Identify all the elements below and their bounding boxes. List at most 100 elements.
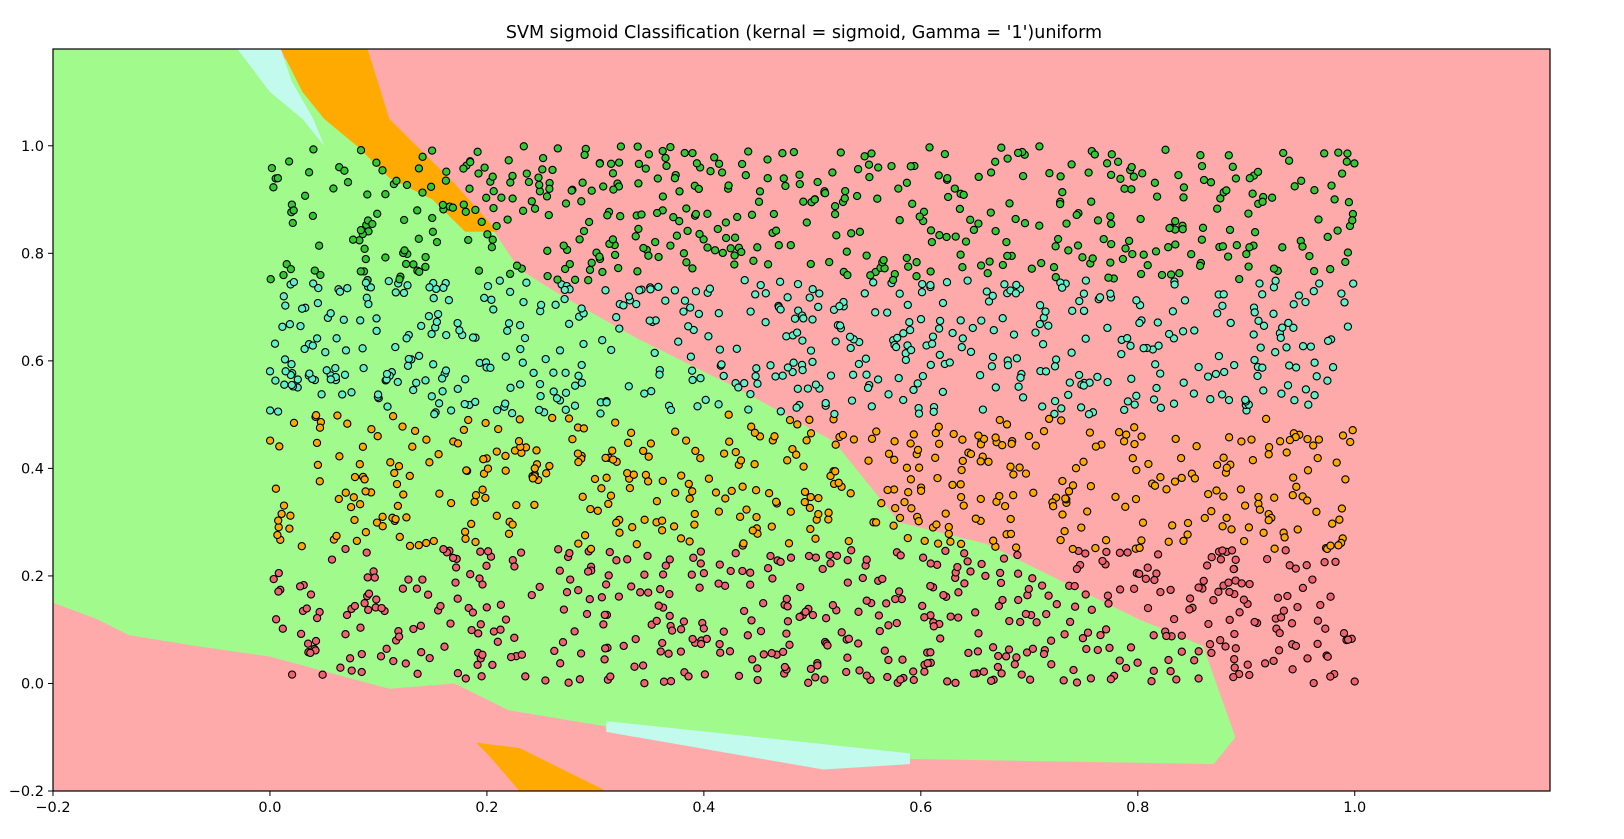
point-cyan: [752, 364, 761, 373]
point-green: [934, 171, 943, 180]
point-red: [527, 590, 536, 600]
point-red: [699, 569, 709, 578]
point-red: [1046, 636, 1056, 645]
point-cyan: [596, 409, 605, 418]
point-orange: [864, 456, 873, 465]
point-red: [818, 564, 827, 574]
point-red: [1230, 629, 1239, 639]
point-cyan: [734, 383, 743, 392]
point-green: [699, 235, 708, 244]
point-red: [884, 621, 893, 630]
point-cyan: [505, 287, 515, 297]
point-cyan: [278, 322, 287, 331]
point-red: [1229, 672, 1238, 682]
point-red: [1313, 639, 1322, 649]
point-orange: [504, 529, 514, 538]
point-orange: [341, 488, 350, 497]
point-orange: [957, 465, 966, 475]
point-green: [368, 219, 377, 229]
point-orange: [574, 457, 583, 467]
point-red: [1166, 667, 1175, 676]
point-cyan: [1154, 341, 1163, 350]
point-cyan: [314, 283, 323, 293]
point-red: [1115, 548, 1125, 557]
point-cyan: [341, 346, 351, 355]
point-cyan: [803, 384, 813, 393]
point-green: [1225, 225, 1235, 235]
point-cyan: [1271, 276, 1280, 285]
point-green: [927, 237, 937, 247]
point-red: [878, 574, 887, 584]
point-green: [1106, 170, 1116, 180]
point-red: [453, 594, 462, 603]
point-red: [926, 559, 935, 568]
point-cyan: [549, 368, 558, 377]
point-green: [753, 243, 762, 252]
point-green: [1072, 210, 1081, 220]
point-green: [473, 147, 482, 156]
point-cyan: [715, 345, 725, 354]
point-green: [1196, 151, 1205, 160]
point-green: [603, 211, 612, 220]
point-orange: [643, 477, 653, 486]
point-orange: [976, 457, 985, 466]
point-orange: [931, 453, 940, 462]
point-orange: [1086, 482, 1096, 491]
point-green: [1199, 175, 1209, 185]
point-cyan: [808, 357, 817, 367]
point-cyan: [495, 276, 504, 285]
point-orange: [372, 518, 382, 527]
point-red: [1162, 631, 1171, 641]
point-green: [578, 178, 587, 187]
point-red: [1025, 675, 1035, 684]
point-red: [1260, 659, 1270, 668]
point-orange: [652, 497, 662, 506]
point-red: [1216, 636, 1225, 645]
point-green: [606, 159, 616, 168]
point-orange: [274, 516, 283, 525]
point-red: [1087, 605, 1096, 614]
point-green: [688, 264, 697, 273]
point-cyan: [1328, 363, 1338, 372]
point-red: [1016, 617, 1025, 627]
point-red: [808, 610, 818, 620]
point-red: [564, 678, 573, 687]
point-red: [782, 629, 791, 638]
point-cyan: [926, 280, 935, 290]
point-orange: [597, 484, 606, 493]
point-cyan: [811, 380, 821, 389]
point-green: [974, 219, 983, 228]
point-cyan: [1106, 289, 1115, 298]
point-orange: [602, 473, 611, 482]
point-green: [661, 153, 670, 163]
point-red: [1320, 558, 1329, 567]
point-red: [1237, 579, 1246, 588]
point-cyan: [929, 407, 938, 416]
point-cyan: [361, 278, 371, 287]
point-cyan: [1170, 280, 1179, 289]
point-red: [946, 612, 955, 621]
point-green: [969, 225, 979, 235]
point-cyan: [948, 328, 957, 338]
point-red: [1225, 615, 1234, 625]
point-cyan: [1014, 382, 1023, 391]
point-orange: [989, 536, 998, 545]
point-green: [908, 199, 917, 208]
point-orange: [285, 524, 294, 533]
point-green: [598, 267, 607, 277]
point-red: [356, 623, 365, 632]
point-orange: [590, 474, 600, 484]
point-cyan: [1103, 323, 1112, 333]
point-green: [828, 168, 837, 177]
point-orange: [528, 474, 538, 483]
point-orange: [671, 488, 680, 497]
point-green: [441, 176, 451, 185]
point-cyan: [1035, 319, 1045, 329]
point-orange: [1031, 441, 1040, 450]
point-green: [1330, 195, 1339, 204]
point-orange: [586, 504, 595, 514]
point-red: [1126, 643, 1136, 652]
point-green: [983, 269, 992, 278]
point-orange: [1313, 453, 1322, 463]
point-red: [566, 575, 575, 584]
